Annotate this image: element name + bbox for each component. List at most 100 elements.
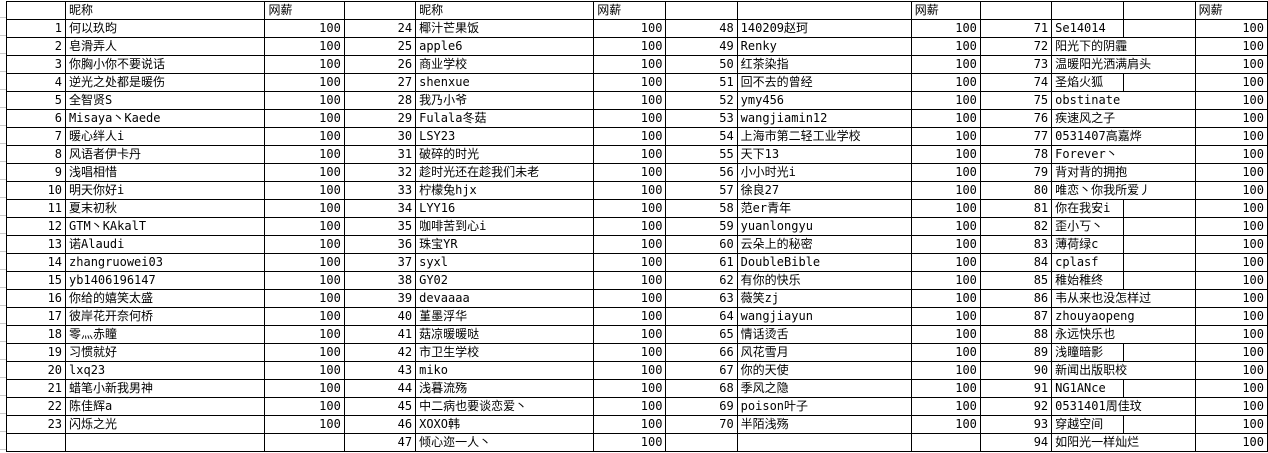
table-row: 1 何以玖昀 100 24 椰汁芒果饭 100 48 140209赵珂 100 71 Se14014… xyxy=(5,19,1268,38)
nickname-cell: 0531401周佳玟 xyxy=(1051,397,1196,416)
nickname-header: 昵称 xyxy=(65,1,266,20)
nickname-header-empty xyxy=(1051,1,1125,20)
nickname-cell: 浅暮流殇 xyxy=(415,379,595,398)
table-row: 16 你给的嬉笑太盛 100 39 devaaaa 100 63 薇笑zj 100 86 韦从来也没… xyxy=(5,289,1268,308)
nickname-cell: miko xyxy=(415,361,595,380)
salary-cell: 100 xyxy=(910,37,981,56)
nickname-cell: 浅唱相惜 xyxy=(65,163,266,182)
table-row: 19 习惯就好 100 42 市卫生学校 100 66 风花雪月 100 89 浅瞳暗影 100 xyxy=(5,343,1268,362)
row-number-cell: 72 xyxy=(979,37,1053,56)
table-row: 4 逆光之处都是暖伤 100 27 shenxue 100 51 回不去的曾经 100 74 圣焰火… xyxy=(5,73,1268,92)
nickname-cell: DoubleBible xyxy=(736,253,912,272)
salary-cell: 100 xyxy=(593,433,667,452)
nickname-cell: 风语者伊卡丹 xyxy=(65,145,266,164)
nickname-overflow-cell xyxy=(1123,73,1196,92)
salary-cell: 100 xyxy=(264,253,345,272)
row-number-cell: 82 xyxy=(979,217,1053,236)
salary-cell: 100 xyxy=(1194,289,1268,308)
salary-cell: 100 xyxy=(264,361,345,380)
salary-header: 网薪 xyxy=(910,1,981,20)
row-number-cell: 39 xyxy=(343,289,417,308)
row-number-cell: 41 xyxy=(343,325,417,344)
table-row: 47 倾心迩一人丶 100 94 如阳光一样灿烂 100 xyxy=(5,433,1268,452)
row-number-cell: 19 xyxy=(5,343,67,362)
row-number-cell: 88 xyxy=(979,325,1053,344)
salary-cell: 100 xyxy=(1194,253,1268,272)
nickname-cell: 背对背的拥抱 xyxy=(1051,163,1196,182)
row-number-cell: 48 xyxy=(665,19,738,38)
row-number-cell: 64 xyxy=(665,307,738,326)
salary-cell: 100 xyxy=(910,217,981,236)
row-number-cell: 56 xyxy=(665,163,738,182)
table-row: 6 Misaya丶Kaede 100 29 Fulala冬菇 100 53 wangjiami… xyxy=(5,109,1268,128)
salary-cell: 100 xyxy=(264,109,345,128)
salary-cell: 100 xyxy=(593,325,667,344)
nickname-cell: 商业学校 xyxy=(415,55,595,74)
nickname-cell: Fulala冬菇 xyxy=(415,109,595,128)
nickname-cell: 椰汁芒果饭 xyxy=(415,19,595,38)
salary-cell: 100 xyxy=(910,163,981,182)
nickname-cell: obstinate xyxy=(1051,91,1196,110)
row-number-cell: 93 xyxy=(979,415,1053,434)
nickname-cell: 明天你好i xyxy=(65,181,266,200)
salary-cell: 100 xyxy=(1194,181,1268,200)
salary-cell: 100 xyxy=(910,19,981,38)
table-row: 21 蜡笔小新我男神 100 44 浅暮流殇 100 68 季风之隐 100 91 NG1ANce 1… xyxy=(5,379,1268,398)
nickname-cell: 你胸小你不要说话 xyxy=(65,55,266,74)
table-row: 7 暖心绊人i 100 30 LSY23 100 54 上海市第二轻工业学校 100 77 0531… xyxy=(5,127,1268,146)
nickname-cell: 皂滑弄人 xyxy=(65,37,266,56)
row-number-cell: 15 xyxy=(5,271,67,290)
row-number-cell: 12 xyxy=(5,217,67,236)
salary-cell: 100 xyxy=(264,181,345,200)
row-number-cell: 36 xyxy=(343,235,417,254)
row-number-cell: 74 xyxy=(979,73,1053,92)
salary-cell: 100 xyxy=(1194,361,1268,380)
nickname-cell: 逆光之处都是暖伤 xyxy=(65,73,266,92)
salary-cell: 100 xyxy=(593,55,667,74)
table-row: 22 陈佳辉a 100 45 中二病也要谈恋爱丶 100 69 poison叶子 100 92 05… xyxy=(5,397,1268,416)
nickname-cell: 穿越空间 xyxy=(1051,415,1125,434)
salary-cell: 100 xyxy=(264,307,345,326)
nickname-cell: 珠宝YR xyxy=(415,235,595,254)
row-number-cell: 27 xyxy=(343,73,417,92)
nickname-cell: GY02 xyxy=(415,271,595,290)
salary-cell: 100 xyxy=(1194,127,1268,146)
table-row: 9 浅唱相惜 100 32 趁时光还在趁我们未老 100 56 小小时光i 100 79 背对背的拥… xyxy=(5,163,1268,182)
nickname-cell: zhangruowei03 xyxy=(65,253,266,272)
salary-cell: 100 xyxy=(593,73,667,92)
nickname-cell: 有你的快乐 xyxy=(736,271,912,290)
row-number-cell: 60 xyxy=(665,235,738,254)
row-number-cell: 91 xyxy=(979,379,1053,398)
row-number-cell: 46 xyxy=(343,415,417,434)
row-number-cell: 57 xyxy=(665,181,738,200)
table-row: 8 风语者伊卡丹 100 31 破碎的时光 100 55 天下13 100 78 Forever丶 1… xyxy=(5,145,1268,164)
salary-cell: 100 xyxy=(1194,271,1268,290)
salary-cell: 100 xyxy=(1194,325,1268,344)
salary-cell: 100 xyxy=(593,271,667,290)
row-number-cell: 7 xyxy=(5,127,67,146)
salary-cell: 100 xyxy=(910,415,981,434)
row-number-cell: 30 xyxy=(343,127,417,146)
nickname-cell: 天下13 xyxy=(736,145,912,164)
table-row: 14 zhangruowei03 100 37 syxl 100 61 DoubleBible… xyxy=(5,253,1268,272)
row-number-cell: 62 xyxy=(665,271,738,290)
row-number-cell: 61 xyxy=(665,253,738,272)
nickname-cell: cplasf xyxy=(1051,253,1125,272)
salary-cell: 100 xyxy=(264,217,345,236)
salary-cell: 100 xyxy=(910,343,981,362)
row-number-cell: 13 xyxy=(5,235,67,254)
nickname-cell: 你的天使 xyxy=(736,361,912,380)
nickname-cell: 歪小丂丶 xyxy=(1051,217,1125,236)
spreadsheet-table: 昵称 网薪 昵称 网薪 网薪 网薪 1 何以玖昀 100 24 椰汁芒果饭 100 48 14… xyxy=(5,1,1268,452)
nickname-overflow-cell xyxy=(1123,235,1196,254)
row-number-cell: 40 xyxy=(343,307,417,326)
nickname-overflow-cell xyxy=(1123,19,1196,38)
row-number-cell: 87 xyxy=(979,307,1053,326)
salary-cell: 100 xyxy=(910,73,981,92)
table-row: 17 彼岸花开奈何桥 100 40 堇墨浮华 100 64 wangjiayun 100 87 zh… xyxy=(5,307,1268,326)
nickname-cell: Renky xyxy=(736,37,912,56)
row-number-cell: 43 xyxy=(343,361,417,380)
nickname-cell: 咖啡苦到心i xyxy=(415,217,595,236)
salary-cell: 100 xyxy=(264,235,345,254)
